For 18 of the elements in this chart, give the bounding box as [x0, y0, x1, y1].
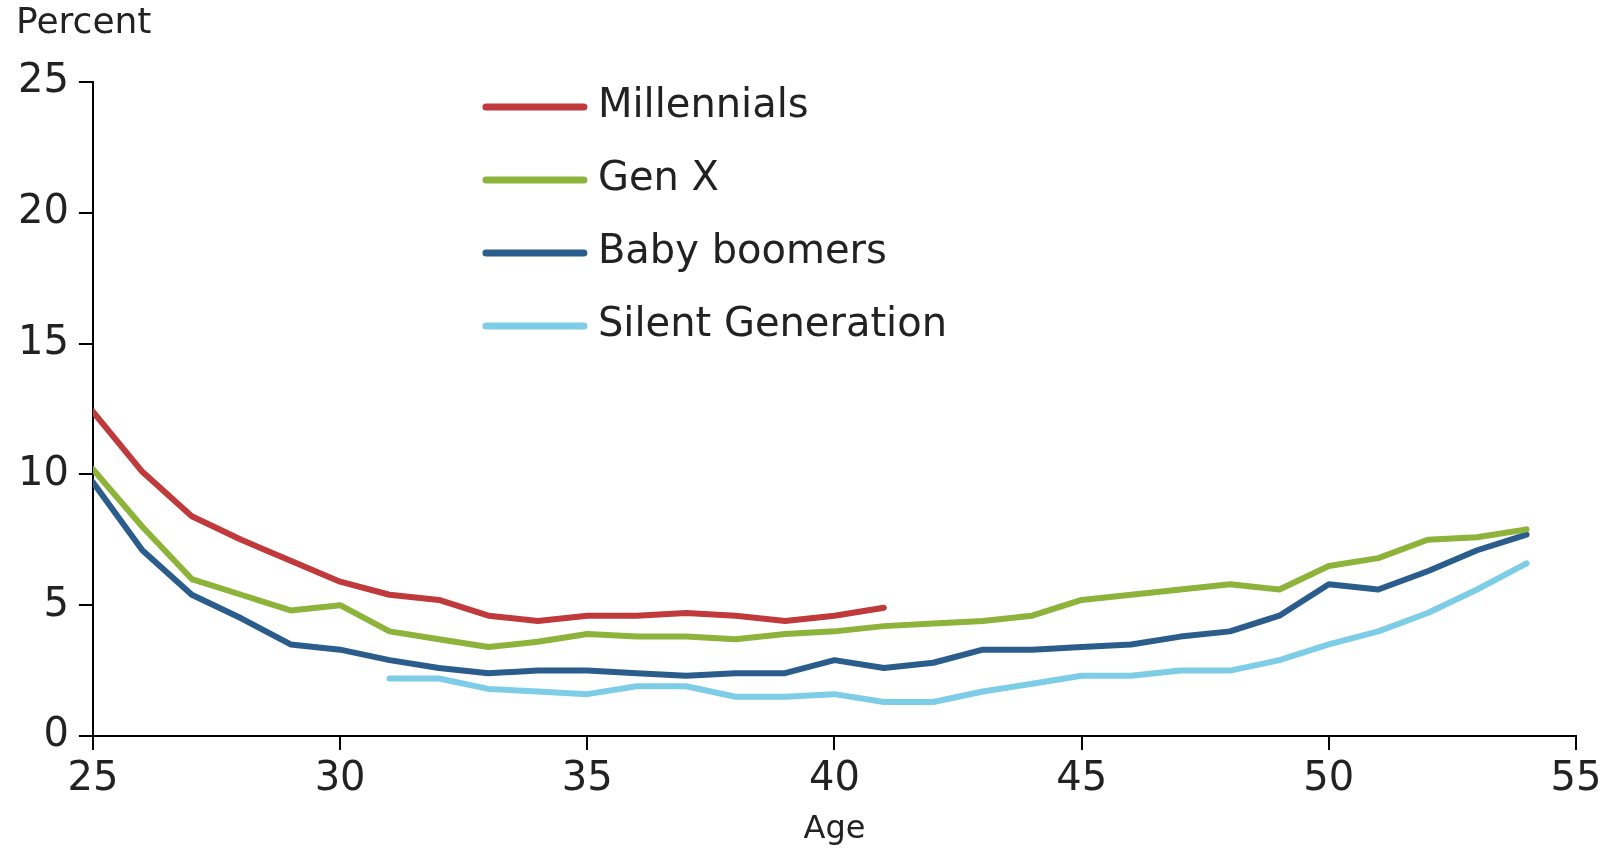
- legend-label: Silent Generation: [597, 299, 948, 346]
- x-tick-label: 30: [314, 753, 366, 800]
- x-tick-label: 50: [1303, 753, 1355, 800]
- x-tick-label: 35: [561, 753, 613, 800]
- y-axis-title: Percent: [16, 0, 152, 42]
- legend-label: Baby boomers: [597, 226, 887, 273]
- y-tick-label: 25: [17, 55, 69, 102]
- y-tick-label: 20: [17, 186, 69, 233]
- y-tick-label: 5: [43, 578, 69, 625]
- x-tick-label: 45: [1056, 753, 1108, 800]
- legend-label: Gen X: [597, 153, 719, 200]
- x-tick-label: 55: [1550, 753, 1602, 800]
- y-tick-label: 0: [43, 709, 69, 756]
- x-axis-title: Age: [803, 808, 866, 847]
- x-tick-label: 40: [809, 753, 860, 800]
- y-tick-label: 10: [17, 447, 69, 494]
- legend-label: Millennials: [597, 80, 809, 127]
- y-tick-label: 15: [17, 316, 69, 363]
